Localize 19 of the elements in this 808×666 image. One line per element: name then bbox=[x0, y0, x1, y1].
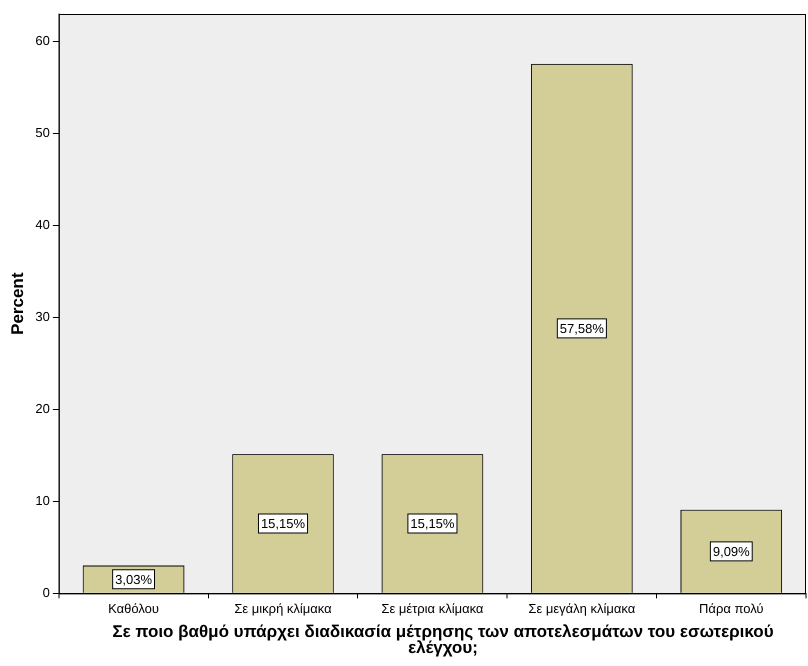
y-tick-label: 10 bbox=[35, 493, 50, 508]
data-label: 3,03% bbox=[115, 572, 152, 587]
x-tick-label: Σε μεγάλη κλίμακα bbox=[528, 600, 636, 616]
y-tick-label: 30 bbox=[35, 309, 50, 324]
x-tick-label: Πάρα πολύ bbox=[699, 600, 764, 616]
x-tick-label: Σε μέτρια κλίμακα bbox=[381, 600, 484, 616]
x-tick-label: Καθόλου bbox=[108, 600, 160, 616]
data-label: 57,58% bbox=[560, 320, 604, 336]
y-tick-label: 0 bbox=[42, 584, 50, 600]
y-tick-label: 50 bbox=[35, 125, 50, 140]
y-tick-label: 40 bbox=[35, 217, 50, 232]
y-axis-title: Percent bbox=[8, 272, 27, 335]
y-tick-label: 20 bbox=[35, 401, 50, 416]
x-tick-label: Σε μικρή κλίμακα bbox=[234, 600, 332, 616]
x-axis-title: Σε ποιο βαθμό υπάρχει διαδικασία μέτρησης των αποτελεσμάτων του εσωτερικού ελέγχου; bbox=[111, 622, 775, 657]
data-label: 9,09% bbox=[712, 544, 750, 559]
data-label: 15,15% bbox=[410, 516, 455, 532]
y-tick-label: 60 bbox=[35, 33, 50, 48]
data-label: 15,15% bbox=[260, 516, 306, 532]
